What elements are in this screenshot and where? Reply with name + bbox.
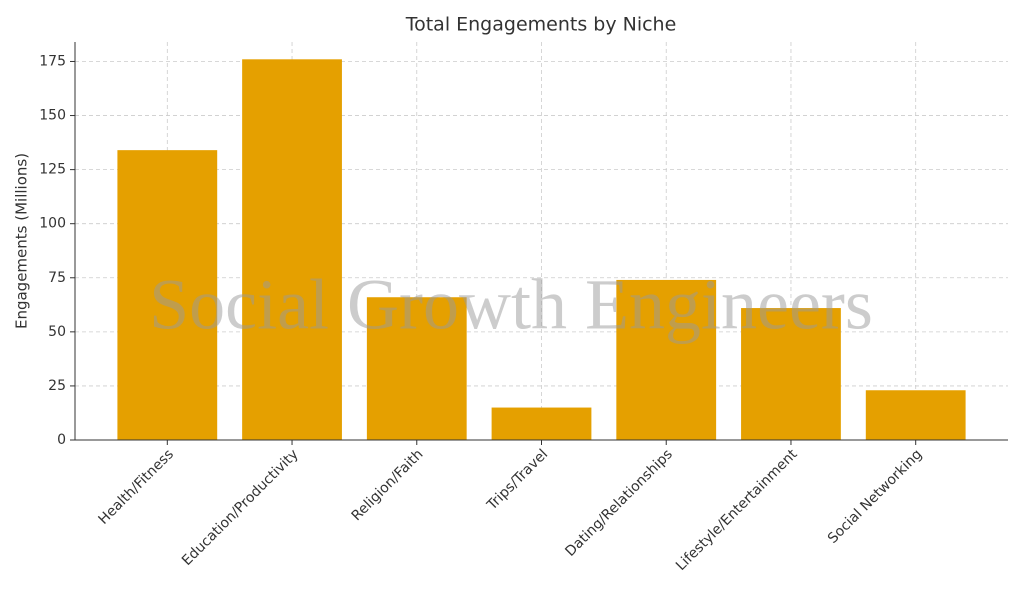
bar xyxy=(366,297,467,440)
bar xyxy=(616,279,717,440)
bar xyxy=(491,407,592,440)
bar xyxy=(242,59,342,440)
bar xyxy=(741,308,841,440)
y-tick-label: 50 xyxy=(48,324,66,340)
x-tick-label: Lifestyle/Entertainment xyxy=(673,446,801,574)
bar xyxy=(117,150,218,441)
chart-title: Total Engagements by Niche xyxy=(405,14,677,36)
y-axis-label: Engagements (Millions) xyxy=(13,153,31,329)
y-tick-label: 0 xyxy=(57,432,66,448)
bar xyxy=(865,390,966,440)
y-tick-label: 100 xyxy=(39,216,66,232)
y-tick-label: 125 xyxy=(39,162,66,178)
x-tick-label: Social Networking xyxy=(825,446,925,546)
y-tick-label: 75 xyxy=(48,270,66,286)
y-tick-label: 150 xyxy=(39,108,66,124)
y-tick-label: 25 xyxy=(48,378,66,394)
x-tick-label: Health/Fitness xyxy=(96,446,177,527)
x-tick-label: Dating/Relationships xyxy=(562,446,675,559)
x-tick-label: Religion/Faith xyxy=(349,446,427,524)
y-tick-label: 175 xyxy=(39,53,66,69)
x-tick-label: Trips/Travel xyxy=(484,446,552,514)
x-tick-label: Education/Productivity xyxy=(179,446,302,569)
watermark: Social Growth Engineers xyxy=(149,265,873,345)
bars xyxy=(117,59,966,441)
